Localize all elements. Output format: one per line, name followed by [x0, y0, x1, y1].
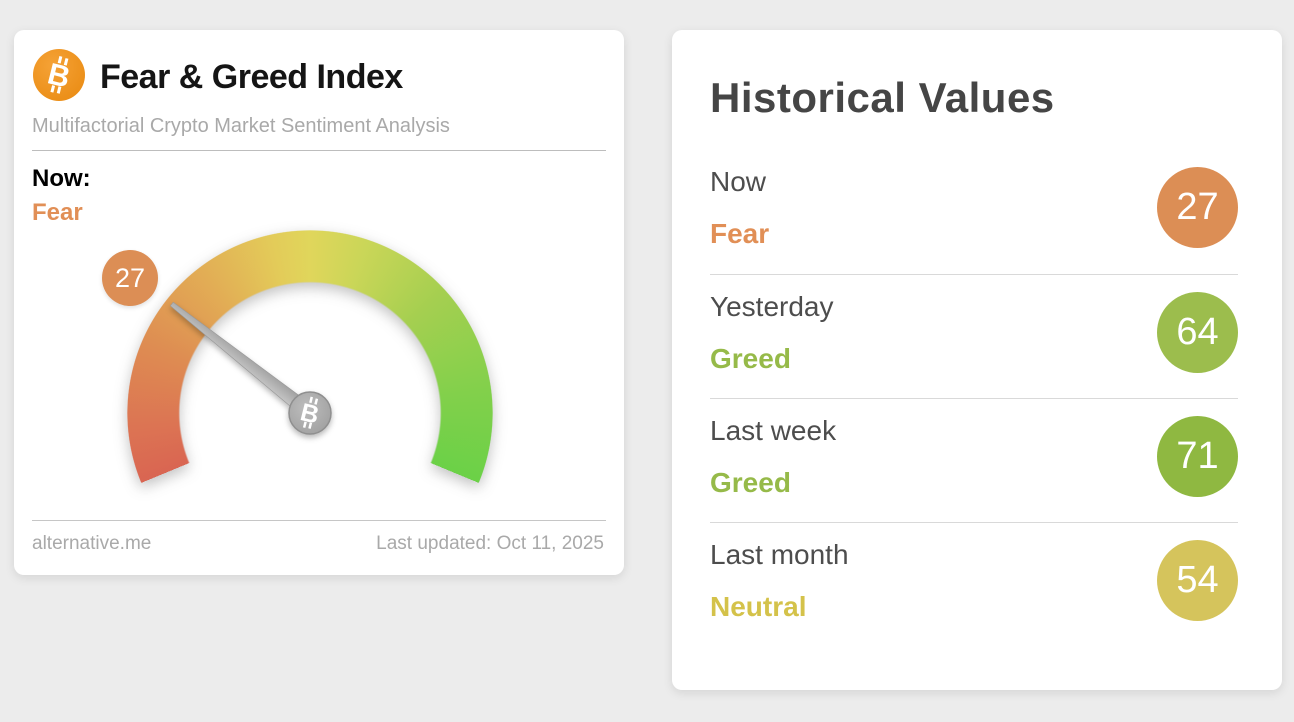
sentiment-gauge: B 27	[102, 230, 493, 596]
gauge-card-subtitle: Multifactorial Crypto Market Sentiment A…	[32, 115, 450, 137]
history-row-last-week: Last week Greed 71	[710, 398, 1238, 522]
gauge-card-title: Fear & Greed Index	[100, 58, 403, 96]
now-classification: Fear	[32, 199, 83, 226]
gauge-card-footer: alternative.me Last updated: Oct 11, 202…	[32, 520, 606, 575]
history-classification: Fear	[710, 218, 770, 249]
history-classification: Neutral	[710, 591, 807, 622]
current-sentiment: Now: Fear	[14, 151, 624, 227]
history-period-label: Last week	[710, 415, 837, 446]
history-value-badge: 54	[1157, 540, 1238, 621]
now-label: Now:	[32, 165, 91, 192]
source-link[interactable]: alternative.me	[32, 533, 152, 554]
historical-rows: Now Fear 27 Yesterday Greed 64 Last week…	[710, 150, 1238, 646]
history-value-badge: 71	[1157, 416, 1238, 497]
history-value-badge: 27	[1157, 167, 1238, 248]
history-period-label: Last month	[710, 539, 849, 570]
history-value-badge: 64	[1157, 292, 1238, 373]
history-period-label: Now	[710, 166, 767, 197]
gauge-card-header: B Fear & Greed Index Multifactorial Cryp…	[14, 30, 624, 138]
gauge-hub	[288, 391, 332, 435]
gauge-needle-layer: B	[169, 301, 332, 435]
history-row-yesterday: Yesterday Greed 64	[710, 274, 1238, 398]
history-row-last-month: Last month Neutral 54	[710, 522, 1238, 646]
historical-values-card: Historical Values Now Fear 27 Yesterday …	[672, 30, 1282, 690]
history-row-now: Now Fear 27	[710, 150, 1238, 274]
gauge-value-badge: 27	[102, 250, 158, 306]
last-updated-text: Last updated: Oct 11, 2025	[376, 533, 604, 554]
fear-greed-card: B Fear & Greed Index Multifactorial Cryp…	[14, 30, 624, 596]
header-divider	[32, 150, 606, 151]
bitcoin-icon: B	[32, 48, 86, 107]
history-period-label: Yesterday	[710, 291, 834, 322]
history-classification: Greed	[710, 467, 791, 498]
historical-values-title: Historical Values	[710, 74, 1055, 121]
history-classification: Greed	[710, 343, 791, 374]
